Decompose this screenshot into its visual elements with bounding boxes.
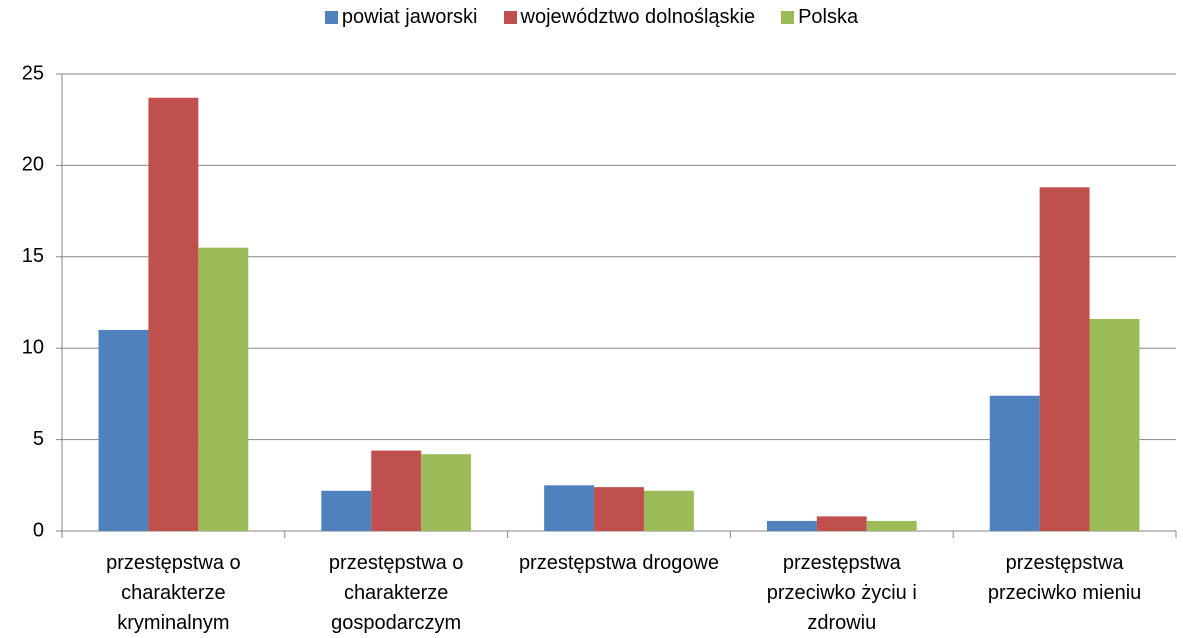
bar xyxy=(371,450,422,531)
legend-item: powiat jaworski xyxy=(324,6,478,29)
bar xyxy=(643,490,694,531)
x-tick-label: przestępstwa o charakterze gospodarczym xyxy=(328,552,464,634)
y-tick-label: 0 xyxy=(33,519,44,541)
bar xyxy=(1089,318,1140,531)
bar xyxy=(198,247,249,531)
legend-item: Polska xyxy=(781,6,858,29)
x-tick-label: przestępstwa drogowe xyxy=(518,552,720,574)
bar xyxy=(1039,187,1090,531)
y-tick-label: 5 xyxy=(33,428,44,450)
y-tick-label: 10 xyxy=(22,336,44,358)
bar xyxy=(989,395,1040,531)
bar xyxy=(816,516,867,531)
legend-label: powiat jaworski xyxy=(341,6,478,28)
legend: powiat jaworski województwo dolnośląskie P… xyxy=(0,6,1183,29)
legend-item: województwo dolnośląskie xyxy=(503,6,756,29)
bar xyxy=(766,520,817,531)
y-tick-label: 20 xyxy=(22,154,44,176)
y-tick-label: 25 xyxy=(22,62,44,84)
bar xyxy=(98,329,149,531)
x-tick-label: przestępstwa przeciwko mieniu xyxy=(987,552,1142,604)
bar xyxy=(594,487,644,531)
x-tick-label: przestępstwa przeciwko życiu i zdrowiu xyxy=(766,552,917,634)
legend-label: województwo dolnośląskie xyxy=(520,6,756,28)
legend-label: Polska xyxy=(798,6,859,28)
bar xyxy=(866,520,917,531)
legend-swatch xyxy=(781,11,795,24)
legend-swatch xyxy=(503,11,517,24)
y-tick-label: 15 xyxy=(22,245,44,267)
legend-swatch xyxy=(324,11,338,24)
x-tick-label: przestępstwa o charakterze kryminalnym xyxy=(106,552,241,634)
bar xyxy=(148,97,199,531)
bar xyxy=(421,454,472,531)
bar xyxy=(321,490,372,531)
bar xyxy=(544,485,595,531)
